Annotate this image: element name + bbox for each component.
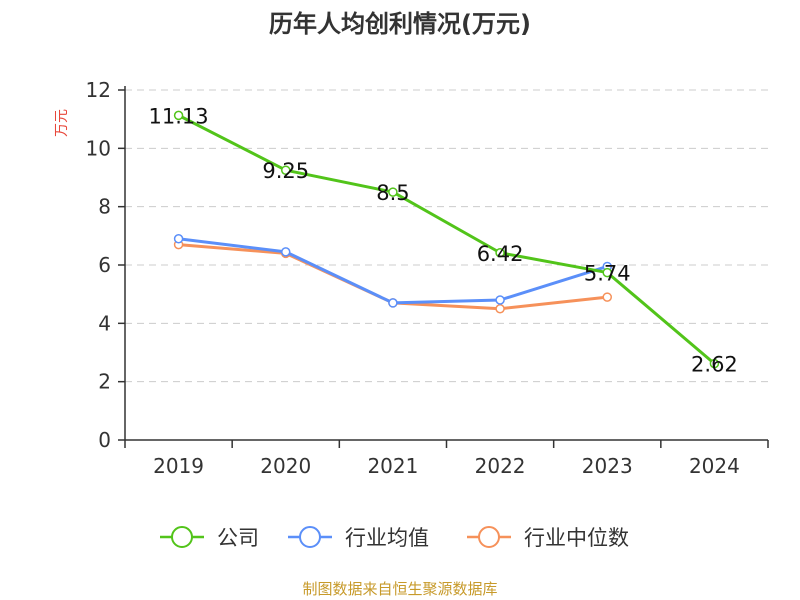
data-point [495,248,505,258]
data-label: 5.74 [584,262,631,286]
y-tick-label: 6 [98,253,111,277]
data-point [388,187,398,197]
data-label: 8.5 [376,181,409,205]
axes: 0 2 4 6 8 10 12 2019 2020 2021 2022 2023 2024 [86,78,769,478]
data-point [709,358,720,369]
y-tick-label: 2 [98,370,111,394]
x-tick-label: 2019 [153,454,204,478]
data-point [388,298,398,308]
data-point [602,267,612,278]
data-point [173,234,184,244]
y-tick-label: 0 [98,428,111,452]
legend-label: 行业中位数 [524,526,629,550]
source-note: 制图数据来自恒生聚源数据库 [302,580,497,598]
legend: 公司 行业均值 行业中位数 [160,526,629,550]
legend-label: 行业均值 [345,526,429,550]
legend-marker [299,526,321,548]
data-label: 11.13 [149,104,209,128]
data-labels: 11.13 9.25 8.5 6.42 5.74 2.62 [149,104,738,376]
y-tick-label: 12 [86,78,111,102]
x-tick-label: 2021 [367,454,418,478]
data-label: 6.42 [477,242,524,266]
data-label: 9.25 [262,159,309,183]
x-tick-label: 2023 [582,454,633,478]
legend-label: 公司 [217,526,259,550]
legend-marker [478,526,500,548]
x-tick-label: 2024 [689,454,740,478]
legend-marker [171,526,193,548]
series-layer [173,110,720,369]
data-point [495,304,505,314]
data-label: 2.62 [691,353,738,377]
x-tick-label: 2022 [475,454,526,478]
y-tick-label: 4 [98,311,111,335]
y-tick-label: 8 [98,195,111,219]
y-tick-label: 10 [86,136,111,160]
data-point [495,295,505,305]
gridlines [125,89,768,383]
series-line [177,114,716,365]
y-axis-label: 万元 [54,109,70,137]
data-point [602,292,612,302]
data-point [281,247,291,257]
data-point [173,110,184,121]
chart-title: 历年人均创利情况(万元) [269,10,531,38]
data-point [281,165,291,175]
x-tick-label: 2020 [260,454,311,478]
